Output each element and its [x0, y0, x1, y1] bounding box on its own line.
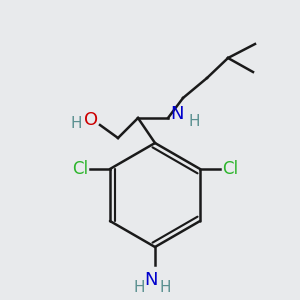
- Text: H: H: [159, 280, 171, 295]
- Text: H: H: [133, 280, 145, 295]
- Text: Cl: Cl: [72, 160, 88, 178]
- Text: N: N: [144, 271, 158, 289]
- Text: O: O: [84, 111, 98, 129]
- Text: N: N: [170, 105, 184, 123]
- Text: H: H: [188, 115, 200, 130]
- Text: H: H: [70, 116, 82, 130]
- Text: Cl: Cl: [222, 160, 238, 178]
